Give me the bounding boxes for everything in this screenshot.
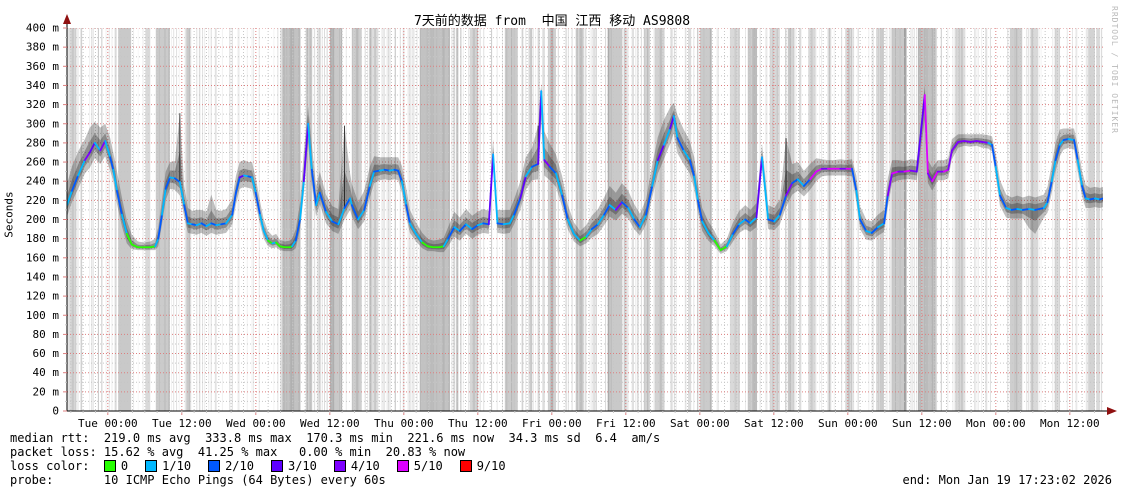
svg-text:360 m: 360 m: [26, 60, 59, 73]
svg-text:380 m: 380 m: [26, 41, 59, 54]
svg-text:140 m: 140 m: [26, 270, 59, 283]
svg-text:Sat 12:00: Sat 12:00: [744, 417, 804, 430]
svg-text:Tue 12:00: Tue 12:00: [152, 417, 212, 430]
latency-plot: 0 20 m 40 m 60 m 80 m 100 m 120 m 140 m 160 m 180…: [26, 14, 1117, 430]
loss-color-value: 4/10: [350, 459, 380, 473]
svg-text:160 m: 160 m: [26, 251, 59, 264]
end-timestamp: end: Mon Jan 19 17:23:02 2026: [902, 473, 1112, 487]
packet-loss-stats: packet loss: 15.62 % avg 41.25 % max 0.0…: [10, 445, 466, 459]
loss-color-value: 2/10: [225, 459, 254, 473]
svg-text:Fri 00:00: Fri 00:00: [522, 417, 582, 430]
svg-text:Sun 00:00: Sun 00:00: [818, 417, 878, 430]
svg-text:Fri 12:00: Fri 12:00: [596, 417, 656, 430]
loss-color-item-0: 0: [103, 459, 129, 473]
loss-color-swatch: [208, 460, 221, 472]
svg-text:20 m: 20 m: [33, 385, 60, 398]
svg-text:80 m: 80 m: [33, 328, 60, 341]
loss-color-label: loss color:: [10, 459, 104, 473]
loss-color-swatch: [145, 460, 158, 472]
loss-color-item-3-10: 3/10: [270, 459, 317, 473]
loss-color-swatch: [459, 460, 472, 472]
svg-text:120 m: 120 m: [26, 290, 59, 303]
svg-text:180 m: 180 m: [26, 232, 59, 245]
loss-color-value: 1/10: [162, 459, 192, 473]
svg-text:Mon 00:00: Mon 00:00: [966, 417, 1026, 430]
loss-color-value: 9/10: [476, 459, 506, 473]
probe-info: probe: 10 ICMP Echo Pings (64 Bytes) eve…: [10, 473, 386, 487]
svg-text:Mon 12:00: Mon 12:00: [1040, 417, 1100, 430]
svg-text:320 m: 320 m: [26, 98, 59, 111]
svg-text:Wed 00:00: Wed 00:00: [226, 417, 286, 430]
svg-text:0: 0: [52, 405, 59, 418]
loss-color-value: 0: [120, 459, 129, 473]
loss-color-item-9-10: 9/10: [459, 459, 506, 473]
svg-text:200 m: 200 m: [26, 213, 59, 226]
loss-color-value: 3/10: [287, 459, 317, 473]
svg-text:260 m: 260 m: [26, 156, 59, 169]
graph-legend: median rtt: 219.0 ms avg 333.8 ms max 17…: [10, 431, 660, 487]
svg-text:Sun 12:00: Sun 12:00: [892, 417, 952, 430]
svg-text:240 m: 240 m: [26, 175, 59, 188]
svg-text:60 m: 60 m: [33, 347, 60, 360]
loss-color-items: 0 1/10 2/10 3/10 4/10 5/10 9/10: [103, 459, 523, 473]
loss-color-item-5-10: 5/10: [396, 459, 443, 473]
loss-color-swatch: [333, 460, 346, 472]
svg-text:100 m: 100 m: [26, 309, 59, 322]
svg-text:400 m: 400 m: [26, 22, 59, 35]
svg-text:40 m: 40 m: [33, 366, 60, 379]
svg-text:340 m: 340 m: [26, 79, 59, 92]
loss-color-swatch: [270, 460, 283, 472]
svg-text:220 m: 220 m: [26, 194, 59, 207]
loss-color-swatch: [103, 460, 116, 472]
svg-text:300 m: 300 m: [26, 117, 59, 130]
svg-text:Tue 00:00: Tue 00:00: [78, 417, 138, 430]
svg-text:280 m: 280 m: [26, 136, 59, 149]
loss-color-item-4-10: 4/10: [333, 459, 380, 473]
loss-color-item-1-10: 1/10: [145, 459, 191, 473]
svg-text:Thu 00:00: Thu 00:00: [374, 417, 434, 430]
median-rtt-stats: median rtt: 219.0 ms avg 333.8 ms max 17…: [10, 431, 661, 445]
svg-text:Wed 12:00: Wed 12:00: [300, 417, 360, 430]
loss-color-value: 5/10: [413, 459, 443, 473]
rrdtool-watermark: RRDTOOL / TOBI OETIKER: [1110, 6, 1119, 134]
svg-text:Thu 12:00: Thu 12:00: [448, 417, 508, 430]
loss-color-item-2-10: 2/10: [208, 459, 254, 473]
loss-color-swatch: [396, 460, 409, 472]
loss-color-legend: loss color: 0 1/10 2/10 3/10 4/10 5/10 9/10: [10, 459, 660, 473]
svg-text:Sat 00:00: Sat 00:00: [670, 417, 730, 430]
chart-title: 7天前的数据 from 中国 江西 移动 AS9808: [413, 14, 691, 29]
